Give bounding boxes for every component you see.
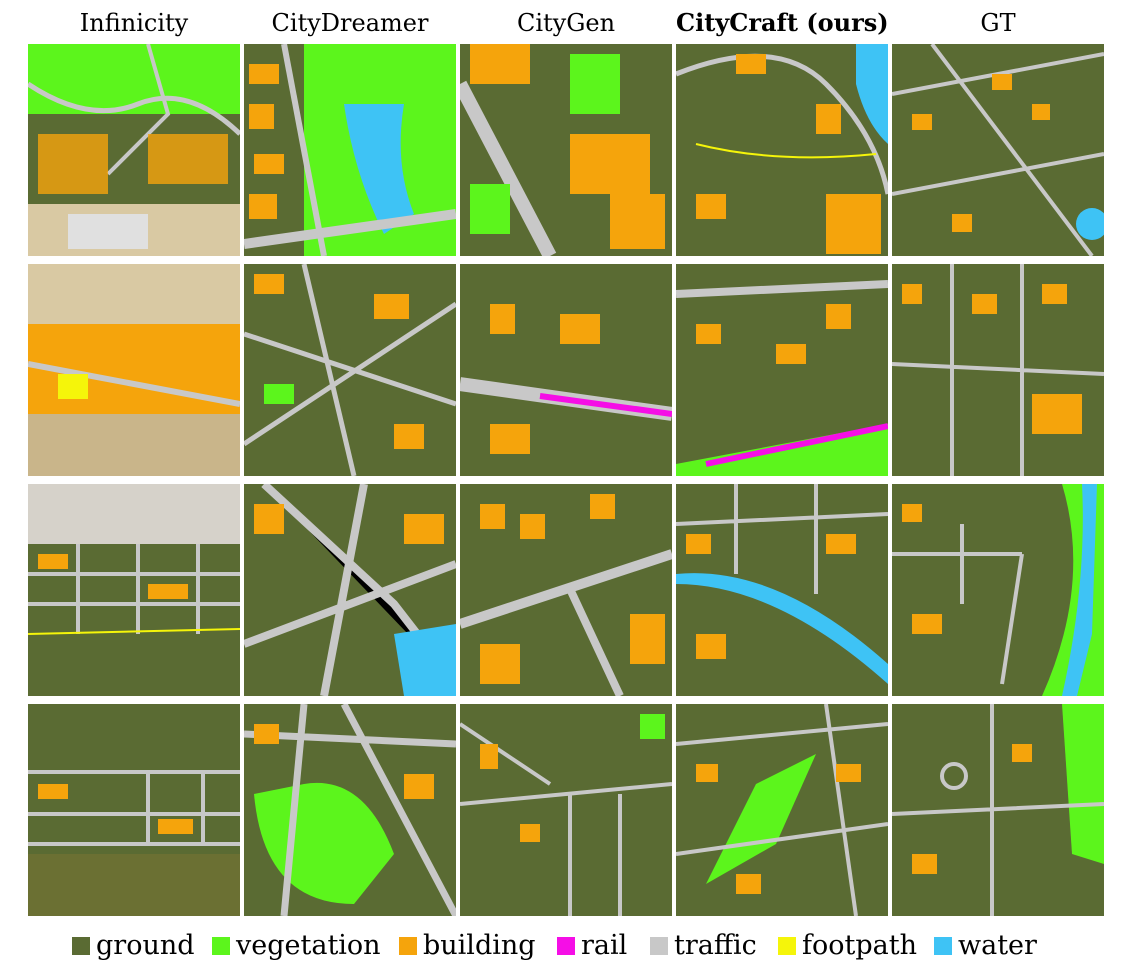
legend-item-building: building — [399, 928, 536, 964]
map-tile-citydreamer-2 — [244, 264, 456, 476]
map-tile-infinicity-3 — [28, 484, 240, 696]
legend-item-vegetation: vegetation — [212, 928, 381, 964]
map-tile-infinicity-2 — [28, 264, 240, 476]
map-tile-citycraft-1 — [676, 44, 888, 256]
legend-label-building: building — [423, 930, 536, 961]
legend-label-vegetation: vegetation — [236, 930, 381, 961]
map-tile-citycraft-3 — [676, 484, 888, 696]
building-swatch — [399, 937, 417, 955]
legend-label-traffic: traffic — [674, 930, 757, 961]
map-tile-infinicity-4 — [28, 704, 240, 916]
map-tile-gt-2 — [892, 264, 1104, 476]
legend-label-rail: rail — [581, 930, 628, 961]
map-tile-citydreamer-4 — [244, 704, 456, 916]
column-title-citygen: CityGen — [516, 9, 616, 37]
map-tile-gt-4 — [892, 704, 1104, 916]
map-tile-citygen-3 — [460, 484, 672, 696]
comparison-grid — [0, 44, 1128, 920]
map-tile-citygen-4 — [460, 704, 672, 916]
footpath-swatch — [778, 937, 796, 955]
legend-item-rail: rail — [557, 928, 627, 964]
column-title-citycraft: CityCraft (ours) — [676, 8, 889, 37]
ground-swatch — [72, 937, 90, 955]
map-tile-gt-1 — [892, 44, 1104, 256]
legend-item-water: water — [934, 928, 1037, 964]
legend-label-ground: ground — [96, 930, 195, 961]
legend-item-ground: ground — [72, 928, 195, 964]
map-tile-infinicity-1 — [28, 44, 240, 256]
traffic-swatch — [650, 937, 668, 955]
column-headers: Infinicity CityDreamer CityGen CityCraft… — [0, 0, 1128, 42]
map-tile-citycraft-2 — [676, 264, 888, 476]
map-tile-citydreamer-1 — [244, 44, 456, 256]
map-tile-citycraft-4 — [676, 704, 888, 916]
column-title-infinicity: Infinicity — [79, 9, 189, 37]
water-swatch — [934, 937, 952, 955]
legend: ground vegetation building rail traffic … — [72, 928, 1072, 964]
map-tile-gt-3 — [892, 484, 1104, 696]
map-tile-citygen-1 — [460, 44, 672, 256]
column-title-gt: GT — [980, 9, 1016, 37]
rail-swatch — [557, 937, 575, 955]
vegetation-swatch — [212, 937, 230, 955]
map-tile-citydreamer-3 — [244, 484, 456, 696]
map-tile-citygen-2 — [460, 264, 672, 476]
legend-label-footpath: footpath — [802, 930, 917, 961]
legend-item-traffic: traffic — [650, 928, 757, 964]
legend-label-water: water — [958, 930, 1037, 961]
legend-item-footpath: footpath — [778, 928, 917, 964]
column-title-citydreamer: CityDreamer — [271, 9, 429, 37]
